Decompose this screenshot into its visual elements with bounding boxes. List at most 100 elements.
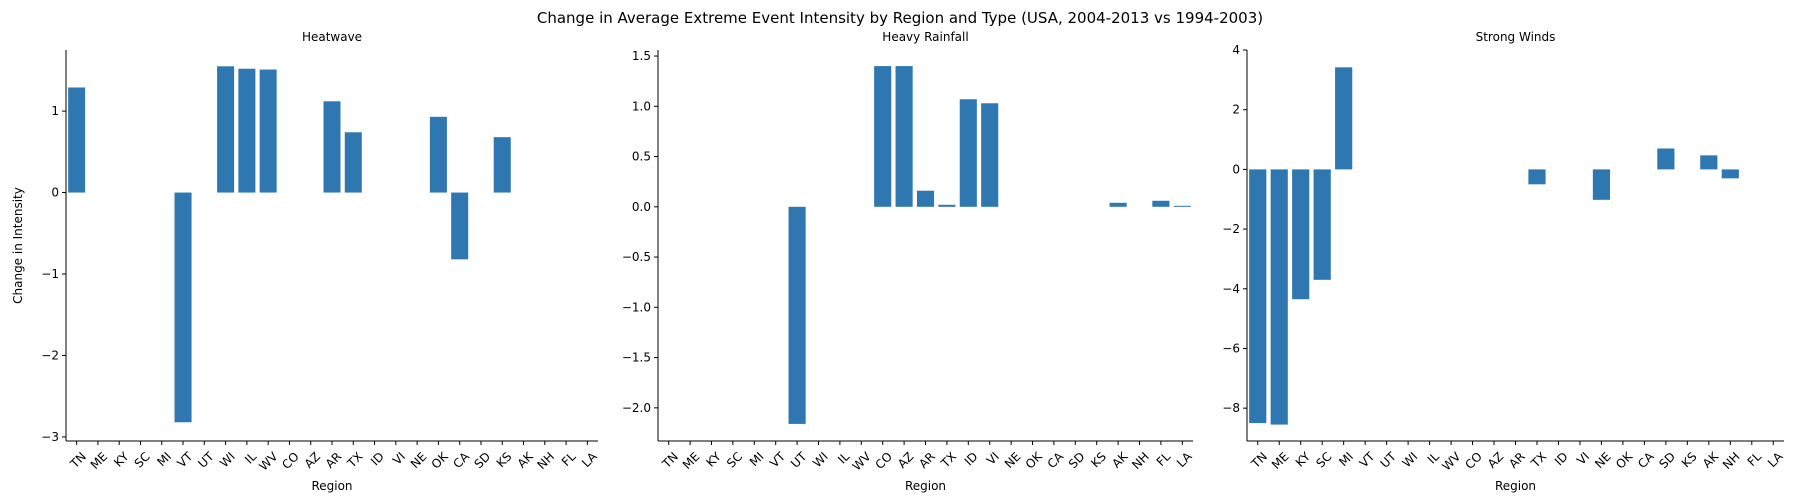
x-tick-label: ID (368, 449, 387, 468)
bar-IL (238, 68, 256, 193)
bar-AK (1109, 202, 1127, 207)
y-tick-label: −2 (41, 348, 59, 362)
bar-SC (1313, 169, 1331, 280)
x-tick-label: AK (515, 449, 537, 471)
bar-CO (874, 66, 892, 207)
y-tick-label: −0.5 (622, 250, 651, 264)
x-tick-label: NE (1002, 449, 1024, 471)
x-axis-label: Region (905, 479, 946, 493)
x-tick-label: NE (1592, 449, 1614, 471)
x-tick-label: NH (535, 449, 558, 472)
x-tick-label: WI (217, 449, 238, 470)
x-tick-label: CO (1462, 449, 1485, 472)
x-tick-label: TX (1528, 449, 1550, 471)
bar-LA (1173, 205, 1191, 207)
subplot-title: Heatwave (302, 30, 362, 44)
x-tick-label: WV (1439, 449, 1464, 474)
x-tick-label: WV (256, 449, 281, 474)
x-tick-label: TN (67, 449, 89, 471)
bar-NE (1592, 169, 1611, 200)
x-tick-label: LA (1765, 449, 1786, 470)
bar-AR (916, 190, 935, 207)
x-tick-label: SD (1066, 449, 1088, 471)
bar-SD (1657, 148, 1675, 170)
y-tick-label: 1.5 (632, 49, 651, 63)
x-tick-label: ME (680, 449, 703, 472)
x-tick-label: NH (1720, 449, 1743, 472)
x-tick-label: LA (1174, 449, 1195, 470)
x-tick-label: WI (810, 449, 831, 470)
x-tick-label: VI (984, 449, 1002, 467)
x-tick-label: UT (1378, 449, 1400, 471)
subplot-title: Heavy Rainfall (882, 30, 968, 44)
x-tick-label: KY (703, 449, 724, 470)
y-tick-label: −3 (41, 430, 59, 444)
y-tick-label: 0.0 (632, 200, 651, 214)
y-tick-label: 2 (1232, 103, 1240, 117)
x-tick-label: AK (1109, 449, 1131, 471)
x-tick-label: CO (873, 449, 896, 472)
x-tick-label: KY (1293, 449, 1314, 470)
bar-OK (429, 116, 447, 193)
y-tick-label: −2 (1222, 222, 1240, 236)
bar-ID (959, 99, 977, 207)
y-tick-label: −1.5 (622, 351, 651, 365)
x-tick-label: AR (916, 449, 938, 471)
x-tick-label: SD (471, 449, 493, 471)
x-tick-label: ME (88, 449, 111, 472)
x-tick-label: LA (579, 449, 600, 470)
x-tick-label: AZ (1485, 449, 1507, 471)
x-tick-label: SC (724, 449, 745, 470)
x-tick-label: ID (1552, 449, 1571, 468)
bar-VI (981, 103, 999, 207)
bar-ME (1270, 169, 1288, 425)
bar-FL (1152, 200, 1170, 207)
y-tick-label: −4 (1222, 282, 1240, 296)
bar-TN (1249, 169, 1267, 424)
x-tick-label: WV (850, 449, 875, 474)
y-tick-label: −8 (1222, 401, 1240, 415)
y-tick-label: 1.0 (632, 99, 651, 113)
x-tick-label: AR (1506, 449, 1528, 471)
y-tick-label: −2.0 (622, 401, 651, 415)
x-tick-label: OK (1613, 449, 1636, 472)
bar-VT (174, 192, 192, 423)
x-tick-label: AZ (302, 449, 324, 471)
bar-TX (938, 204, 956, 207)
y-tick-label: −1 (41, 267, 59, 281)
x-tick-label: SC (1313, 449, 1334, 470)
y-tick-label: 1 (51, 104, 59, 118)
x-axis-label: Region (311, 479, 352, 493)
bar-KS (493, 137, 511, 193)
x-tick-label: SC (132, 449, 153, 470)
x-tick-label: TN (1248, 449, 1270, 471)
x-tick-label: VI (390, 449, 408, 467)
x-tick-label: ME (1269, 449, 1292, 472)
x-tick-label: KY (111, 449, 132, 470)
x-tick-label: NE (408, 449, 430, 471)
x-tick-label: TN (659, 449, 681, 471)
x-axis-label: Region (1495, 479, 1536, 493)
x-tick-label: CA (450, 449, 472, 471)
x-tick-label: KS (494, 449, 515, 470)
bar-WI (217, 66, 235, 193)
x-tick-label: AK (1700, 449, 1722, 471)
x-tick-label: MI (747, 449, 767, 469)
bar-NH (1721, 169, 1739, 179)
x-tick-label: ID (962, 449, 981, 468)
bar-AR (323, 101, 341, 193)
bar-CA (451, 192, 469, 260)
bar-AK (1700, 155, 1718, 170)
x-tick-label: MI (154, 449, 174, 469)
x-tick-label: OK (1023, 449, 1046, 472)
x-tick-label: AR (323, 449, 345, 471)
bar-MI (1335, 67, 1353, 170)
figure-title: Change in Average Extreme Event Intensit… (537, 9, 1263, 27)
x-tick-label: VT (1357, 449, 1378, 470)
x-tick-label: VI (1574, 449, 1592, 467)
bar-KY (1292, 169, 1310, 300)
bar-AZ (895, 66, 913, 207)
x-tick-label: CA (1045, 449, 1067, 471)
